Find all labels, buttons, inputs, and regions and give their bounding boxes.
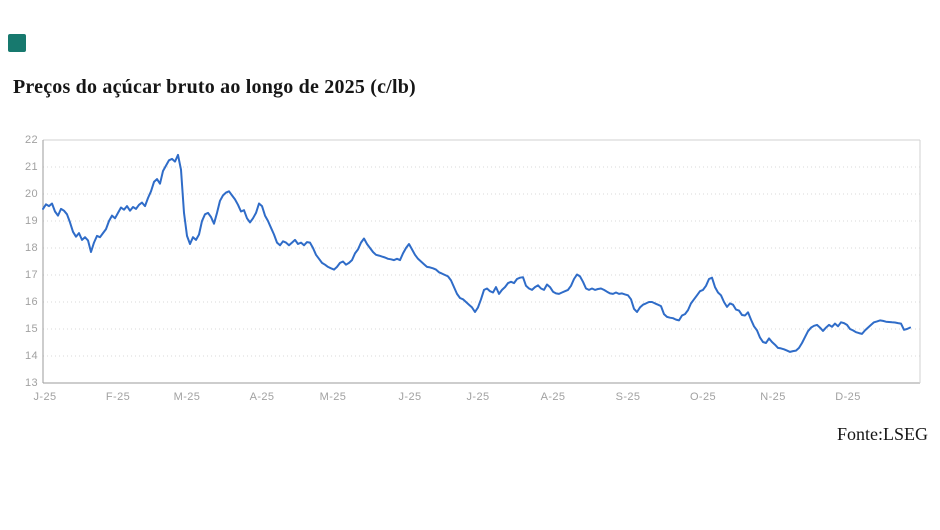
x-tick-label: J-25: [33, 391, 57, 403]
y-tick-label: 14: [24, 350, 38, 362]
x-tick-label: N-25: [760, 391, 786, 403]
x-tick-label: M-25: [173, 391, 201, 403]
y-tick-label: 13: [24, 377, 38, 389]
price-series-line: [42, 153, 911, 353]
x-tick-label: A-25: [249, 391, 275, 403]
x-tick-label: O-25: [689, 391, 717, 403]
x-tick-label: A-25: [540, 391, 566, 403]
y-tick-label: 18: [24, 242, 38, 254]
y-tick-label: 21: [24, 161, 38, 173]
source-note: Fonte:LSEG: [836, 424, 928, 444]
y-tick-label: 22: [24, 134, 38, 146]
brand-square-icon: [8, 34, 26, 52]
y-tick-label: 20: [24, 188, 38, 200]
x-tick-label: M-25: [319, 391, 347, 403]
y-tick-label: 19: [24, 215, 38, 227]
y-tick-label: 16: [24, 296, 38, 308]
y-tick-label: 17: [24, 269, 38, 281]
y-tick-label: 15: [24, 323, 38, 335]
x-tick-label: J-25: [398, 391, 422, 403]
x-tick-label: F-25: [105, 391, 131, 403]
x-tick-label: J-25: [466, 391, 490, 403]
x-tick-label: D-25: [835, 391, 861, 403]
chart-title: Preços do açúcar bruto ao longo de 2025 …: [13, 76, 416, 98]
x-tick-label: S-25: [615, 391, 641, 403]
